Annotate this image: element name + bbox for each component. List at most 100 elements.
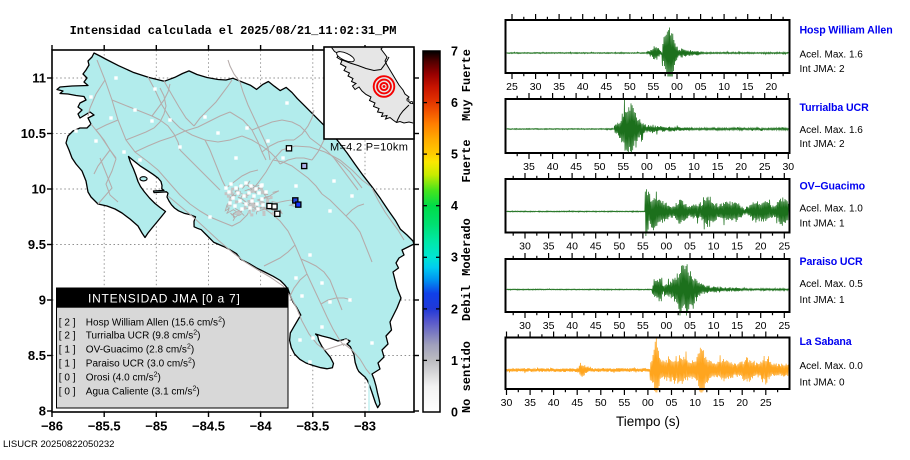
svg-text:4: 4 (451, 199, 458, 213)
svg-text:10.5: 10.5 (21, 126, 46, 141)
svg-text:00: 00 (661, 241, 673, 253)
svg-text:9: 9 (39, 293, 46, 308)
svg-text:−83: −83 (354, 419, 376, 434)
svg-text:40: 40 (547, 161, 559, 173)
svg-text:05: 05 (684, 241, 696, 253)
svg-text:Acel. Max. 0.5: Acel. Max. 0.5 (800, 279, 864, 290)
svg-text:25: 25 (778, 241, 790, 253)
svg-text:40: 40 (566, 241, 578, 253)
svg-text:05: 05 (684, 320, 696, 332)
svg-text:11: 11 (32, 71, 46, 86)
svg-text:10: 10 (689, 397, 701, 409)
svg-text:10: 10 (32, 182, 46, 197)
svg-text:00: 00 (642, 397, 654, 409)
svg-text:05: 05 (695, 81, 707, 93)
svg-text:50: 50 (594, 161, 606, 173)
svg-text:00: 00 (661, 320, 673, 332)
svg-text:LISUCR 20250822050232: LISUCR 20250822050232 (3, 439, 114, 450)
svg-text:40: 40 (577, 81, 589, 93)
svg-text:40: 40 (548, 397, 560, 409)
svg-text:M=4.2 P=10km: M=4.2 P=10km (330, 142, 408, 154)
svg-text:−84: −84 (250, 419, 273, 434)
svg-text:15: 15 (731, 320, 743, 332)
svg-text:25: 25 (759, 161, 771, 173)
svg-text:Orosi (4.0 cm/s2): Orosi (4.0 cm/s2) (86, 371, 161, 383)
svg-text:7: 7 (451, 44, 458, 58)
svg-text:[ 0 ]: [ 0 ] (59, 386, 76, 397)
svg-text:8: 8 (39, 404, 46, 419)
svg-text:6: 6 (451, 96, 458, 110)
svg-text:25: 25 (778, 320, 790, 332)
svg-text:20: 20 (765, 81, 777, 93)
svg-text:Acel. Max. 1.6: Acel. Max. 1.6 (800, 125, 864, 136)
svg-text:20: 20 (755, 241, 767, 253)
svg-text:50: 50 (613, 320, 625, 332)
svg-text:35: 35 (524, 397, 536, 409)
svg-text:No sentido: No sentido (460, 341, 474, 413)
svg-text:40: 40 (566, 320, 578, 332)
svg-text:05: 05 (666, 397, 678, 409)
svg-text:Acel. Max. 0.0: Acel. Max. 0.0 (800, 361, 864, 372)
svg-text:Muy Fuerte: Muy Fuerte (460, 49, 474, 121)
svg-text:[ 2 ]: [ 2 ] (59, 318, 76, 329)
svg-text:45: 45 (570, 161, 582, 173)
svg-text:00: 00 (671, 81, 683, 93)
svg-text:Int JMA: 1: Int JMA: 1 (800, 295, 845, 306)
svg-text:10: 10 (688, 161, 700, 173)
svg-text:Intensidad calculada el 2025/0: Intensidad calculada el 2025/08/21_11:02… (70, 24, 397, 38)
svg-text:15: 15 (713, 397, 725, 409)
svg-text:55: 55 (637, 241, 649, 253)
svg-text:−83.5: −83.5 (296, 419, 329, 434)
svg-text:30: 30 (501, 397, 513, 409)
svg-text:−85.5: −85.5 (88, 419, 121, 434)
svg-text:INTENSIDAD JMA [0 a 7]: INTENSIDAD JMA [0 a 7] (88, 292, 241, 306)
svg-text:8.5: 8.5 (28, 348, 46, 363)
svg-text:20: 20 (736, 397, 748, 409)
svg-text:30: 30 (519, 241, 531, 253)
svg-text:Acel. Max. 1.0: Acel. Max. 1.0 (800, 204, 864, 215)
svg-text:2: 2 (451, 302, 458, 316)
svg-text:Hosp William Allen (15.6 cm/s2: Hosp William Allen (15.6 cm/s2) (86, 317, 226, 329)
svg-text:[ 1 ]: [ 1 ] (59, 359, 76, 370)
svg-text:Int JMA: 1: Int JMA: 1 (800, 218, 845, 229)
svg-text:30: 30 (782, 161, 794, 173)
svg-text:45: 45 (590, 320, 602, 332)
svg-text:Int JMA: 2: Int JMA: 2 (800, 139, 845, 150)
svg-text:55: 55 (617, 161, 629, 173)
svg-text:Int JMA: 0: Int JMA: 0 (800, 378, 845, 389)
svg-text:35: 35 (523, 161, 535, 173)
svg-text:05: 05 (665, 161, 677, 173)
svg-text:35: 35 (543, 320, 555, 332)
svg-text:45: 45 (571, 397, 583, 409)
svg-text:Paraiso UCR: Paraiso UCR (800, 256, 864, 268)
svg-text:10: 10 (708, 320, 720, 332)
svg-text:45: 45 (600, 81, 612, 93)
svg-text:Acel. Max. 1.6: Acel. Max. 1.6 (800, 50, 864, 61)
svg-text:3: 3 (451, 251, 458, 265)
svg-text:OV-Guacimo (2.8 cm/s2): OV-Guacimo (2.8 cm/s2) (86, 344, 194, 356)
svg-text:−85: −85 (145, 419, 167, 434)
svg-text:Turrialba UCR (9.8 cm/s2): Turrialba UCR (9.8 cm/s2) (86, 330, 201, 342)
svg-text:Turrialba UCR: Turrialba UCR (800, 102, 870, 114)
svg-text:Int JMA: 2: Int JMA: 2 (800, 64, 845, 75)
svg-text:30: 30 (530, 81, 542, 93)
svg-text:25: 25 (506, 81, 518, 93)
svg-text:20: 20 (735, 161, 747, 173)
svg-text:−86: −86 (41, 419, 63, 434)
svg-text:00: 00 (641, 161, 653, 173)
svg-text:10: 10 (708, 241, 720, 253)
svg-text:Tiempo (s): Tiempo (s) (616, 414, 680, 429)
svg-text:15: 15 (742, 81, 754, 93)
svg-text:10: 10 (718, 81, 730, 93)
svg-text:Hosp William Allen: Hosp William Allen (800, 25, 893, 37)
svg-text:−84.5: −84.5 (192, 419, 225, 434)
svg-text:30: 30 (519, 320, 531, 332)
svg-text:[ 1 ]: [ 1 ] (59, 345, 76, 356)
svg-text:0: 0 (451, 405, 458, 419)
svg-text:45: 45 (590, 241, 602, 253)
svg-text:50: 50 (595, 397, 607, 409)
svg-text:55: 55 (648, 81, 660, 93)
svg-text:Fuerte: Fuerte (460, 139, 474, 182)
svg-text:55: 55 (637, 320, 649, 332)
svg-text:35: 35 (553, 81, 565, 93)
